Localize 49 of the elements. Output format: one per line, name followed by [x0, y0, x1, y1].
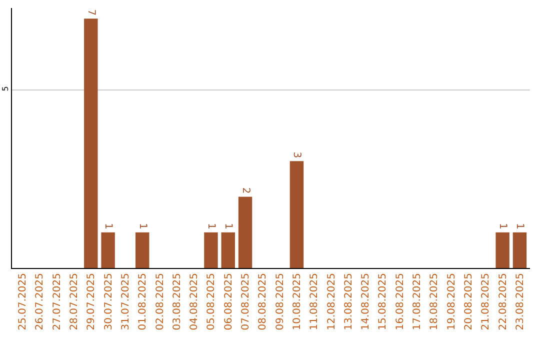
- x-tick-label: 21.08.2025: [480, 273, 492, 330]
- x-tick-label: 27.07.2025: [52, 273, 63, 330]
- x-tick-label: 01.08.2025: [138, 273, 149, 330]
- x-tick-label: 28.07.2025: [69, 273, 80, 330]
- x-tick-label: 04.08.2025: [189, 273, 200, 330]
- x-tick-label: 06.08.2025: [223, 273, 234, 330]
- x-tick-label: 29.07.2025: [86, 273, 98, 330]
- x-tick-label: 05.08.2025: [206, 273, 218, 330]
- bar: [512, 232, 527, 268]
- x-tick-label: 22.08.2025: [498, 273, 509, 330]
- data-label: 1: [497, 223, 508, 230]
- data-label: 7: [85, 9, 96, 16]
- x-tick-label: 14.08.2025: [360, 273, 372, 330]
- x-tick-label: 31.07.2025: [120, 273, 132, 330]
- x-tick-label: 17.08.2025: [412, 273, 424, 330]
- data-label: 1: [222, 223, 234, 230]
- x-tick-label: 13.08.2025: [343, 273, 354, 330]
- bar: [221, 232, 235, 268]
- bar: [238, 196, 252, 268]
- data-label: 1: [102, 223, 114, 230]
- x-tick-label: 26.07.2025: [34, 273, 46, 330]
- x-tick-label: 16.08.2025: [394, 273, 406, 330]
- x-tick-label: 20.08.2025: [464, 273, 474, 330]
- x-tick-label: 02.08.2025: [154, 273, 166, 330]
- x-tick-label: 07.08.2025: [240, 273, 252, 330]
- x-tick-label: 23.08.2025: [514, 273, 526, 330]
- bar: [496, 232, 510, 268]
- bar: [204, 232, 218, 268]
- bar: [101, 232, 115, 268]
- x-tick-label: 11.08.2025: [309, 273, 320, 330]
- x-tick-label: 30.07.2025: [103, 273, 114, 330]
- x-tick-label: 19.08.2025: [446, 273, 458, 330]
- data-label: 2: [240, 187, 251, 194]
- x-tick-label: 10.08.2025: [292, 273, 303, 330]
- x-tick-label: 25.07.2025: [18, 273, 29, 330]
- x-tick-label: 18.08.2025: [429, 273, 440, 330]
- y-tick-label: 5: [0, 86, 10, 92]
- data-label: 1: [136, 223, 148, 230]
- x-tick-label: 12.08.2025: [326, 273, 338, 330]
- x-tick-label: 15.08.2025: [378, 273, 389, 330]
- data-label: 1: [514, 223, 526, 230]
- x-tick-label: 03.08.2025: [172, 273, 183, 330]
- data-label: 3: [291, 152, 302, 158]
- x-tick-label: 08.08.2025: [258, 273, 269, 330]
- bar: [136, 232, 150, 268]
- bar: [290, 161, 304, 268]
- data-label: 1: [205, 223, 216, 230]
- x-tick-label: 09.08.2025: [274, 273, 286, 330]
- bar: [84, 18, 98, 268]
